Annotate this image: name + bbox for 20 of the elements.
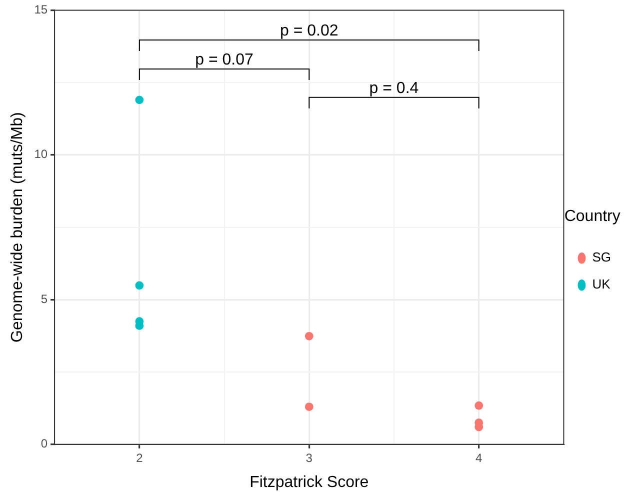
x-tick-label: 3 (306, 450, 313, 465)
annotation: p = 0.07 (195, 51, 254, 68)
x-axis-title: Fitzpatrick Score (250, 474, 369, 491)
y-tick-label: 5 (40, 292, 48, 306)
legend-title: Country (564, 208, 620, 225)
y-tick-label: 10 (34, 147, 48, 162)
point (135, 281, 144, 290)
point (474, 401, 484, 410)
x-tick-label: 2 (136, 450, 144, 465)
legend-label: SG (592, 250, 612, 265)
point (135, 96, 144, 104)
annotation: p = 0.02 (280, 22, 338, 40)
y-axis-title: Genome-wide burden (muts/Mb) (9, 112, 26, 342)
legend-label: UK (592, 276, 611, 292)
point (304, 402, 314, 411)
x-tick-label: 4 (476, 450, 483, 465)
y-tick-label: 0 (40, 436, 48, 451)
y-tick-label: 15 (34, 2, 48, 17)
annotation: p = 0.4 (369, 80, 419, 97)
point (304, 332, 314, 340)
